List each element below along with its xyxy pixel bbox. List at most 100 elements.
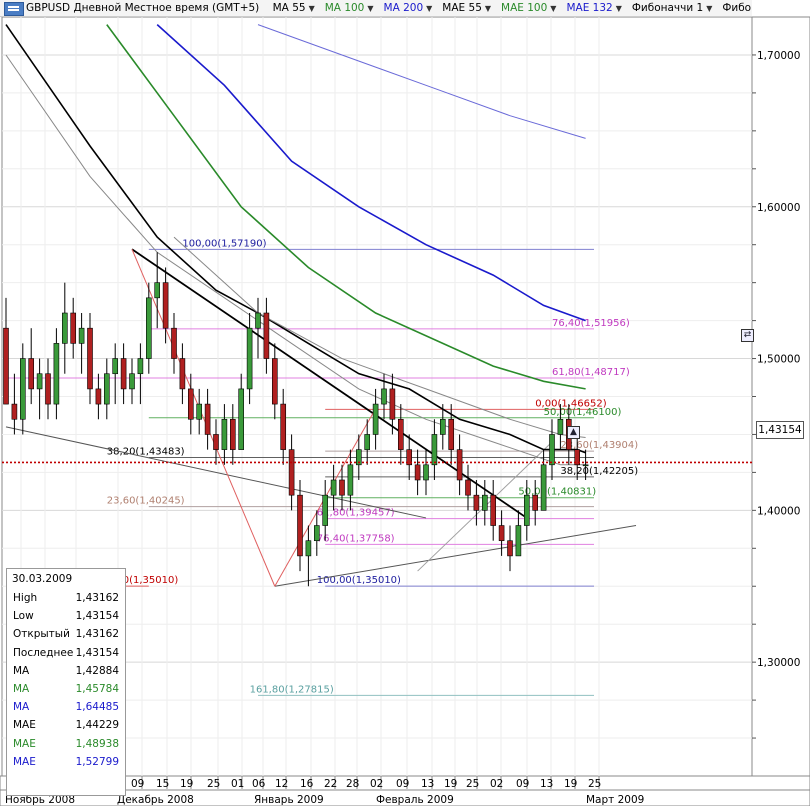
candle-body xyxy=(347,464,354,496)
candle-body xyxy=(263,312,270,359)
currency-pair-icon xyxy=(4,2,24,16)
candle-body xyxy=(439,418,446,435)
chart-ticker: GBPUSD Дневной Местное время (GMT+5) xyxy=(26,2,260,14)
x-tick-label: 28 xyxy=(346,778,359,790)
candle-body xyxy=(507,540,513,557)
indicator-0[interactable]: MA 55 ▼ xyxy=(272,0,315,16)
info-row: High 1,43162 xyxy=(13,589,119,607)
indicator-3[interactable]: MAE 55 ▼ xyxy=(442,0,492,16)
alert-arrow-icon[interactable]: ▲ xyxy=(567,426,580,439)
candle-body xyxy=(532,494,539,511)
indicator-5[interactable]: MAE 132 ▼ xyxy=(566,0,622,16)
candle-body xyxy=(78,327,85,344)
trendline xyxy=(274,525,637,587)
trendline xyxy=(5,426,427,519)
info-row: MAE 1,48938 xyxy=(13,735,119,753)
info-row-label: MAE xyxy=(13,755,36,768)
fib-level-label: 100,00(1,35010) xyxy=(317,575,401,586)
fib-level-label: 38,20(1,43483) xyxy=(107,446,185,457)
candle-body xyxy=(271,358,278,405)
candle-body xyxy=(523,494,530,526)
info-row-label: MA xyxy=(13,701,30,714)
price-info-box: 30.03.2009 High 1,43162 Low 1,43154 Открытый… xyxy=(6,568,126,796)
info-row-label: Открытый xyxy=(13,628,70,641)
candle-body xyxy=(19,358,26,420)
indicator-list: MA 55 ▼ MA 100 ▼ MA 200 ▼ MAE 55 ▼ MAE 100 ▼ MAE 1… xyxy=(263,2,752,14)
info-row-label: MAE xyxy=(13,719,36,732)
candle-body xyxy=(339,479,345,496)
chevron-down-icon: ▼ xyxy=(615,4,622,13)
candle-body xyxy=(230,418,236,450)
candle-body xyxy=(540,464,547,511)
chart-toggle-icon[interactable]: ⇄ xyxy=(741,329,754,342)
info-row: MAE 1,52799 xyxy=(13,753,119,771)
candle-body xyxy=(465,479,471,496)
x-tick-label: 12 xyxy=(275,778,288,790)
candle-body xyxy=(146,297,152,359)
x-tick-label: 01 xyxy=(231,778,244,790)
fib-level-label: 38,20(1,42205) xyxy=(560,466,638,477)
x-tick-label: 22 xyxy=(324,778,337,790)
y-tick-label: 1,30000 xyxy=(757,657,800,669)
x-tick-label: 13 xyxy=(421,778,434,790)
candle-body xyxy=(61,312,68,344)
info-row: MA 1,45784 xyxy=(13,680,119,698)
candle-body xyxy=(456,449,463,481)
y-tick-label: 1,50000 xyxy=(757,354,800,366)
candle-body xyxy=(397,418,404,450)
candle-body xyxy=(582,464,589,467)
candle-body xyxy=(481,494,488,511)
candle-body xyxy=(330,479,337,496)
candle-body xyxy=(154,282,160,299)
info-row-label: High xyxy=(13,592,38,604)
info-row: Low 1,43154 xyxy=(13,607,119,625)
info-date: 30.03.2009 xyxy=(12,573,73,585)
indicator-label: Фибоначчи 1 xyxy=(631,2,704,14)
x-tick-label: 15 xyxy=(156,778,169,790)
candle-body xyxy=(549,434,555,466)
candle-body xyxy=(498,525,505,542)
indicator-2[interactable]: MA 200 ▼ xyxy=(384,0,433,16)
info-row-label: Low xyxy=(13,610,34,623)
candle-body xyxy=(557,418,564,435)
fib-level-label: 50,00(1,40831) xyxy=(518,487,596,498)
candle-body xyxy=(162,282,169,329)
x-tick-label: 25 xyxy=(207,778,220,790)
candle-body xyxy=(171,327,177,359)
info-row-label: Последнее xyxy=(13,646,74,659)
moving-average-line xyxy=(106,24,586,390)
candle-body xyxy=(280,403,287,450)
indicator-7[interactable]: Фибона xyxy=(722,0,752,16)
candle-body xyxy=(28,358,35,390)
info-row-value: 1,45784 xyxy=(75,683,119,695)
indicator-label: MA 55 xyxy=(272,2,306,14)
indicator-label: MA 100 xyxy=(324,2,365,14)
moving-average-line xyxy=(257,24,586,139)
info-row: MAE 1,44229 xyxy=(13,716,119,734)
info-row: Последнее 1,43154 xyxy=(13,644,119,662)
candle-body xyxy=(255,312,261,329)
chevron-down-icon: ▼ xyxy=(308,4,315,13)
indicator-6[interactable]: Фибоначчи 1 ▼ xyxy=(631,0,712,16)
indicator-4[interactable]: MAE 100 ▼ xyxy=(501,0,556,16)
info-row-label: MAE xyxy=(13,737,36,750)
fib-level-label: 0,00(1,35010) xyxy=(107,575,179,586)
candle-body xyxy=(313,525,320,542)
candle-body xyxy=(515,525,522,557)
info-row-label: MA xyxy=(13,664,30,677)
indicator-1[interactable]: MA 100 ▼ xyxy=(324,0,374,16)
candle-body xyxy=(574,449,581,466)
fib-level-label: 23,60(1,43904) xyxy=(560,440,638,451)
moving-average-line xyxy=(5,24,586,454)
x-tick-label: 06 xyxy=(252,778,266,790)
candle-body xyxy=(288,449,295,496)
candle-body xyxy=(204,403,211,435)
candle-body xyxy=(238,388,244,450)
chevron-down-icon: ▼ xyxy=(484,4,492,13)
fib-level-label: 61,80(1,48717) xyxy=(552,367,630,378)
candle-body xyxy=(297,494,303,557)
x-tick-label: 09 xyxy=(131,778,144,790)
x-month-label: Январь 2009 xyxy=(254,794,324,806)
x-tick-label: 02 xyxy=(490,778,503,790)
